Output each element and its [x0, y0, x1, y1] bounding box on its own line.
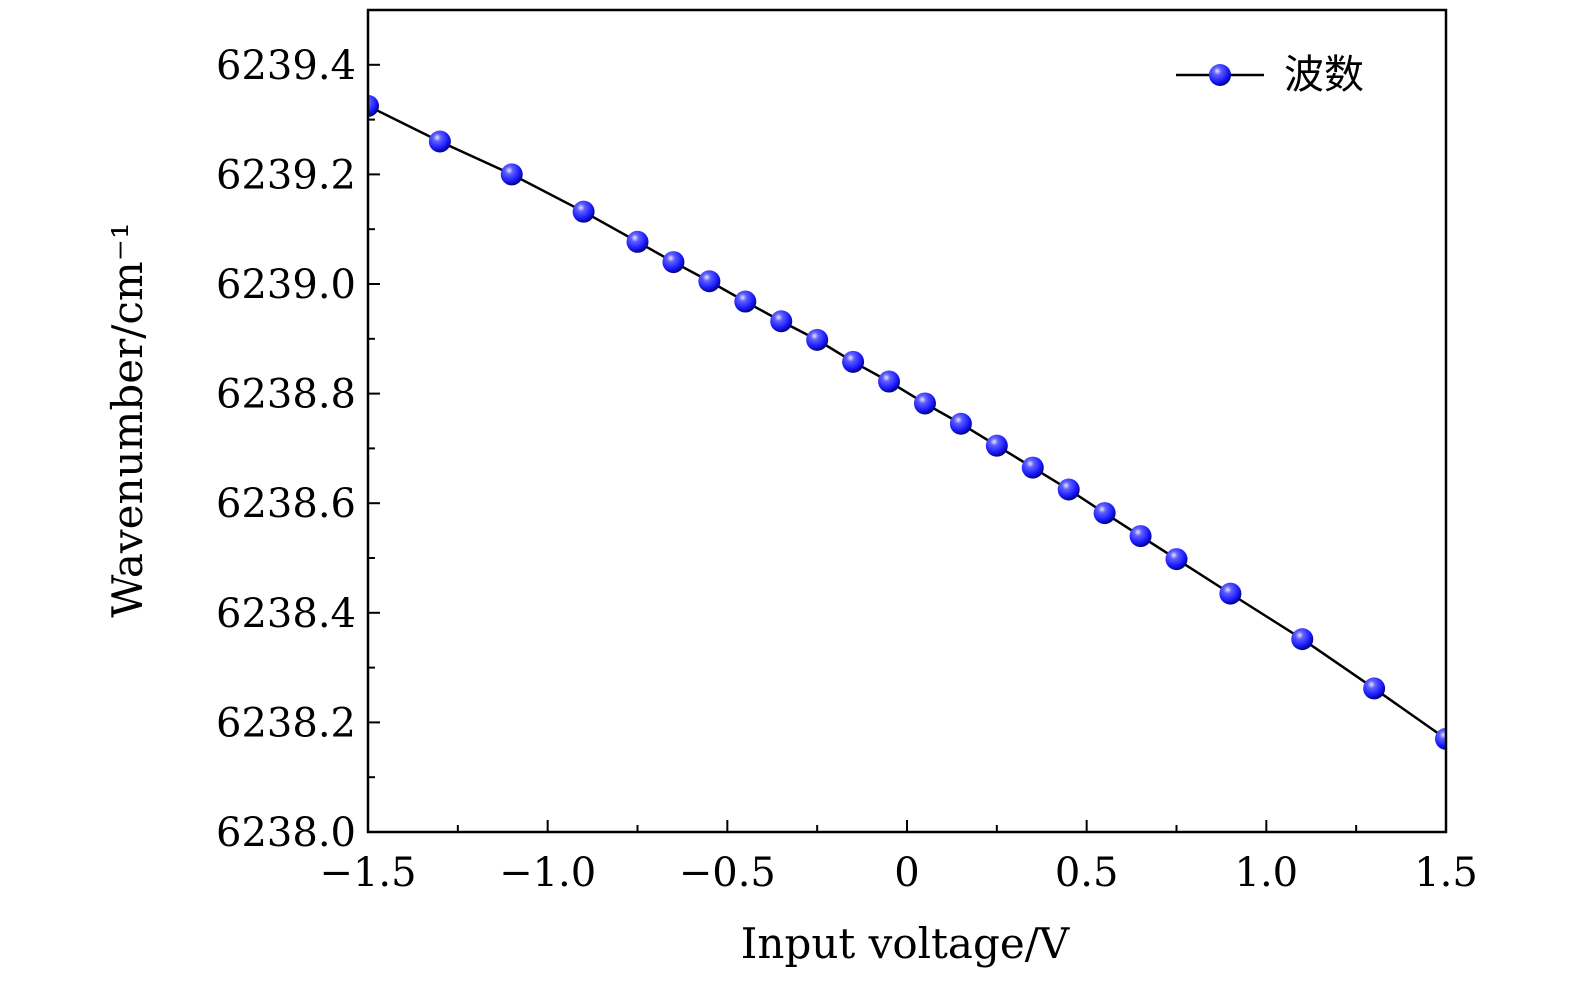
data-point [1363, 677, 1386, 700]
x-axis-title: Input voltage/V [741, 919, 1070, 968]
x-tick-label: 0 [894, 850, 919, 896]
data-point [734, 290, 757, 313]
data-point [949, 412, 972, 435]
series-line [368, 104, 1446, 740]
x-tick-label: −1.5 [319, 850, 416, 896]
data-point [1435, 727, 1446, 750]
y-tick-label: 6238.6 [216, 481, 356, 527]
x-tick-label: −1.0 [499, 850, 596, 896]
data-point [1219, 582, 1242, 605]
data-point [806, 328, 829, 351]
y-tick-labels: 6238.0 6238.2 6238.4 6238.6 6238.8 6239.0 6239… [216, 43, 356, 856]
y-tick-label: 6238.0 [216, 810, 356, 856]
data-point [626, 230, 649, 253]
data-point [428, 130, 451, 153]
data-point [842, 350, 865, 373]
series-line-layer [368, 104, 1446, 740]
data-point [770, 310, 793, 333]
plot-frame [366, 8, 1448, 834]
data-point [368, 94, 379, 117]
x-tick-label: −0.5 [679, 850, 776, 896]
data-point [1093, 502, 1116, 525]
y-tick-label: 6238.2 [216, 700, 356, 746]
data-point [1291, 628, 1314, 651]
x-tick-label: 1.5 [1414, 850, 1478, 896]
legend-marker [1209, 64, 1231, 86]
data-point [1129, 525, 1152, 548]
legend-label: 波数 [1284, 52, 1364, 98]
y-tick-label: 6238.4 [216, 591, 356, 637]
y-tick-label: 6239.0 [216, 262, 356, 308]
y-tick-label: 6239.4 [216, 43, 356, 89]
x-tick-label: 1.0 [1235, 850, 1299, 896]
data-point [985, 434, 1008, 457]
legend: 波数 [1176, 52, 1364, 98]
x-tick-labels: −1.5 −1.0 −0.5 0 0.5 1.0 1.5 [319, 850, 1477, 896]
y-tick-label: 6239.2 [216, 152, 356, 198]
data-point [1021, 456, 1044, 479]
axis-ticks [367, 9, 1447, 833]
data-point [878, 370, 901, 393]
x-tick-label: 0.5 [1055, 850, 1119, 896]
data-point [572, 200, 595, 223]
data-point [500, 163, 523, 186]
series-marker-layer [368, 94, 1446, 750]
data-point [698, 270, 721, 293]
data-point [1165, 548, 1188, 571]
y-axis-title: Wavenumber/cm⁻¹ [103, 222, 152, 617]
data-point [1057, 478, 1080, 501]
y-tick-label: 6238.8 [216, 372, 356, 418]
data-point [913, 392, 936, 415]
data-point [662, 251, 685, 274]
